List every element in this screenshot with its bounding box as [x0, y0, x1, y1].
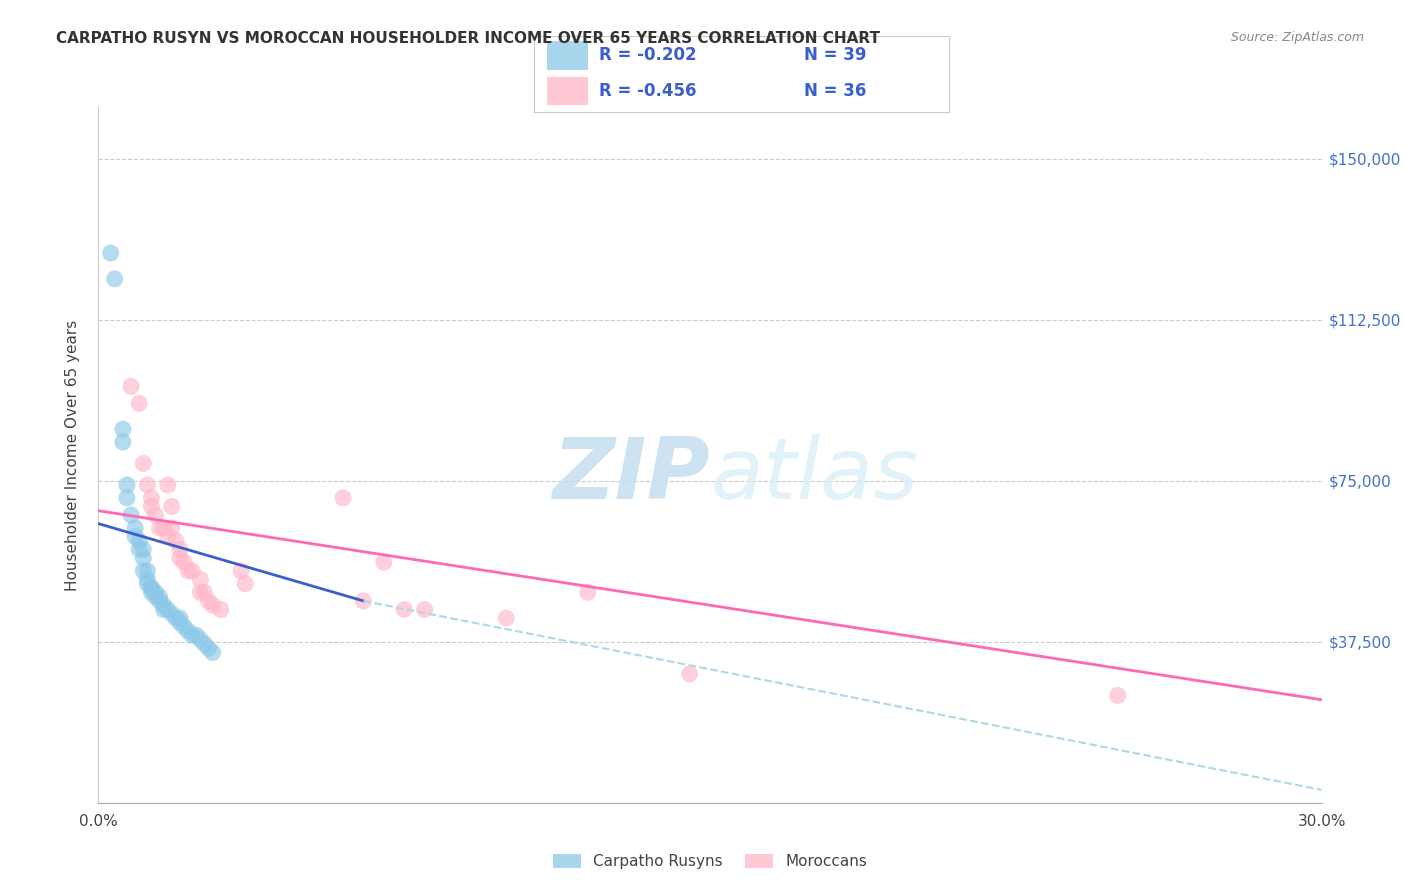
Point [169, 542, 191, 557]
Point [181, 564, 204, 578]
Point [149, 521, 172, 535]
Point [156, 478, 179, 492]
Point [181, 628, 204, 642]
Text: N = 39: N = 39 [804, 46, 866, 64]
Point [128, 396, 150, 410]
Text: N = 36: N = 36 [804, 82, 866, 100]
Point [124, 521, 146, 535]
Point [679, 667, 702, 681]
Point [152, 521, 174, 535]
Legend: Carpatho Rusyns, Moroccans: Carpatho Rusyns, Moroccans [547, 848, 873, 875]
Point [149, 590, 172, 604]
Point [576, 585, 599, 599]
Point [145, 585, 167, 599]
Text: ZIP: ZIP [553, 434, 710, 517]
Point [141, 491, 163, 505]
Point [152, 602, 174, 616]
Point [169, 611, 191, 625]
Point [115, 478, 138, 492]
Point [120, 508, 142, 522]
Point [124, 529, 146, 543]
Point [104, 272, 127, 286]
Point [186, 628, 208, 642]
Point [173, 620, 195, 634]
Point [145, 508, 167, 522]
Point [136, 478, 159, 492]
Point [193, 637, 215, 651]
Point [156, 602, 179, 616]
Point [188, 585, 212, 599]
Point [141, 585, 163, 599]
Point [160, 607, 183, 621]
Point [165, 611, 187, 625]
Point [160, 521, 183, 535]
Point [392, 602, 416, 616]
Point [145, 590, 167, 604]
Point [233, 576, 256, 591]
Point [128, 533, 150, 548]
Point [1107, 689, 1129, 703]
Point [169, 551, 191, 566]
Point [193, 585, 215, 599]
Point [177, 624, 200, 638]
Text: Source: ZipAtlas.com: Source: ZipAtlas.com [1230, 31, 1364, 45]
Bar [547, 77, 588, 105]
Text: R = -0.456: R = -0.456 [599, 82, 696, 100]
Point [132, 542, 155, 557]
Point [141, 581, 163, 595]
Point [115, 491, 138, 505]
Point [231, 564, 253, 578]
Point [160, 500, 183, 514]
Point [413, 602, 436, 616]
Point [111, 422, 134, 436]
Text: atlas: atlas [710, 434, 918, 517]
Point [132, 551, 155, 566]
Point [132, 457, 155, 471]
Point [141, 581, 163, 595]
Point [156, 529, 179, 543]
Point [136, 573, 159, 587]
Point [209, 602, 232, 616]
Point [111, 435, 134, 450]
Point [201, 645, 224, 659]
Text: R = -0.202: R = -0.202 [599, 46, 696, 64]
Point [188, 632, 212, 647]
Point [141, 500, 163, 514]
Y-axis label: Householder Income Over 65 years: Householder Income Over 65 years [65, 319, 80, 591]
Point [165, 533, 187, 548]
Point [136, 576, 159, 591]
Point [136, 564, 159, 578]
Point [149, 594, 172, 608]
Point [120, 379, 142, 393]
Point [373, 555, 395, 569]
Point [332, 491, 354, 505]
Point [173, 555, 195, 569]
Point [201, 599, 224, 613]
Point [132, 564, 155, 578]
Point [197, 594, 219, 608]
Point [188, 573, 212, 587]
Point [177, 564, 200, 578]
Point [169, 615, 191, 630]
Point [352, 594, 374, 608]
Text: CARPATHO RUSYN VS MOROCCAN HOUSEHOLDER INCOME OVER 65 YEARS CORRELATION CHART: CARPATHO RUSYN VS MOROCCAN HOUSEHOLDER I… [56, 31, 880, 46]
Point [128, 542, 150, 557]
Point [495, 611, 517, 625]
Bar [547, 41, 588, 70]
Point [100, 246, 122, 260]
Point [152, 599, 174, 613]
Point [197, 641, 219, 656]
